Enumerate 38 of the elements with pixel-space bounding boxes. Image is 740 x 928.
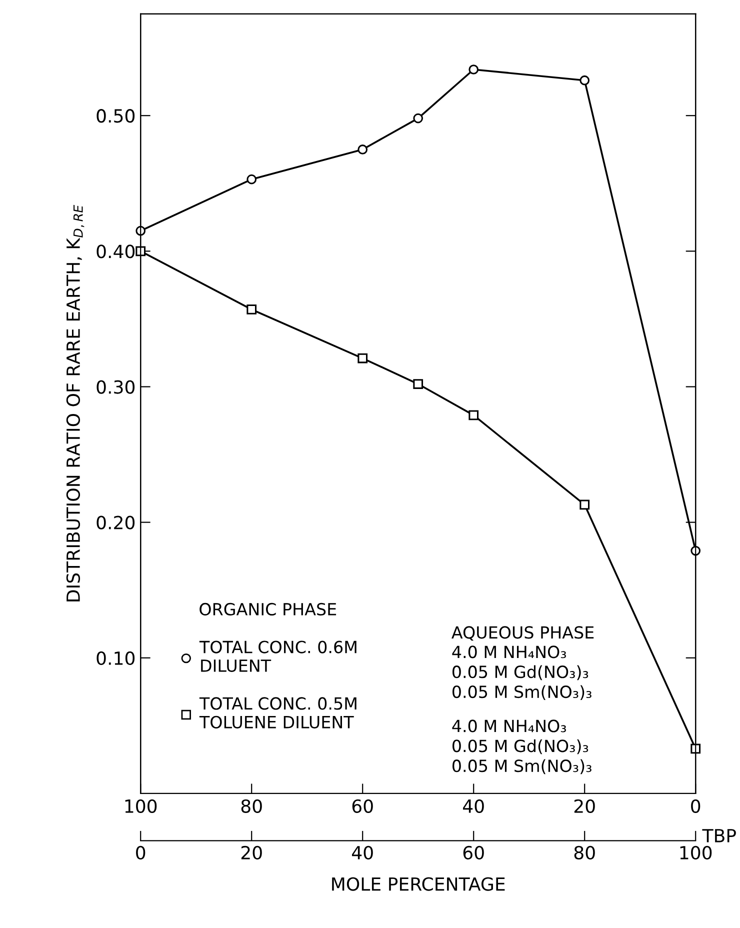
x-tick-label: 80 — [574, 846, 595, 860]
point — [468, 64, 479, 74]
point — [413, 113, 424, 124]
y-tick-label: 0.30 — [96, 380, 135, 394]
y-tick-label: 0.20 — [96, 516, 135, 530]
x-tick-label: 40 — [352, 846, 373, 860]
point — [136, 246, 146, 256]
x-tick-label: 0 — [136, 846, 146, 860]
legend-label: TOTAL CONC. 0.6M DILUENT — [199, 640, 356, 672]
annotation: 4.0 M NH₄NO₃ 0.05 M Gd(NO₃)₃ 0.05 M Sm(NO₃)₃ — [452, 646, 592, 700]
x-tick-label: 100 — [680, 846, 712, 860]
point — [580, 500, 590, 510]
annotation: AQUEOUS PHASE — [452, 626, 594, 641]
legend-title: ORGANIC PHASE — [200, 602, 336, 616]
x2-axis-title: TBP — [702, 829, 736, 842]
x2-tick-label: 20 — [574, 799, 595, 813]
y-tick-label: 0.10 — [96, 651, 135, 665]
x2-tick-label: 60 — [352, 799, 373, 813]
x-tick-label: 60 — [463, 846, 484, 860]
point — [358, 144, 368, 154]
y-tick-label: 0.40 — [96, 244, 135, 258]
point — [358, 353, 368, 364]
x2-tick-label: 100 — [125, 799, 157, 813]
point — [468, 410, 479, 420]
legend-label: TOTAL CONC. 0.5M TOLUENE DILUENT — [199, 697, 356, 728]
point — [246, 304, 257, 314]
point — [580, 75, 590, 86]
point — [413, 379, 424, 389]
x-axis-title: MOLE PERCENTAGE — [332, 877, 505, 891]
x-tick-label: 20 — [241, 846, 262, 860]
y-axis-title: DISTRIBUTION RATIO OF RARE EARTH, K$_{D,RE}$ — [66, 204, 84, 602]
x2-tick-label: 40 — [462, 799, 484, 813]
point — [690, 744, 701, 754]
y-tick-label: 0.50 — [96, 109, 135, 123]
x2-tick-label: 0 — [691, 799, 700, 813]
x2-tick-label: 80 — [241, 799, 262, 813]
point — [246, 174, 257, 184]
annotation: 4.0 M NH₄NO₃ 0.05 M Gd(NO₃)₃ 0.05 M Sm(NO₃)₃ — [452, 720, 592, 774]
